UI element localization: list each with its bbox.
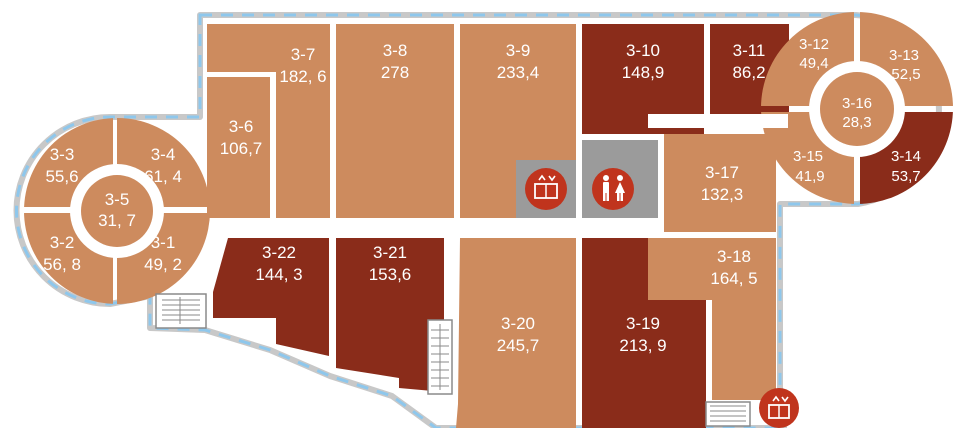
room-label-id: 3-5: [105, 190, 130, 209]
room-label-area: 245,7: [497, 336, 540, 355]
room-label-area: 52,5: [891, 66, 920, 83]
room-label-id: 3-3: [50, 145, 75, 164]
room-label-id: 3-17: [705, 163, 739, 182]
room-label-area: 61, 4: [144, 167, 182, 186]
room-3-18[interactable]: [648, 238, 776, 400]
stairs-icon: [705, 401, 751, 427]
restroom-icon: [592, 168, 634, 210]
room-label-area: 53,7: [891, 168, 920, 185]
room-label-area: 153,6: [369, 265, 412, 284]
elevator-icon: [525, 168, 567, 210]
room-label-id: 3-9: [506, 41, 531, 60]
room-label-id: 3-22: [262, 243, 296, 262]
room-label-area: 278: [381, 63, 409, 82]
room-label-id: 3-2: [50, 233, 75, 252]
room-3-17[interactable]: [664, 134, 776, 232]
room-3-7[interactable]: [207, 24, 330, 218]
room-labels: 3-1 49, 2 3-2 56, 8 3-3 55,6 3-4 61, 4 3…: [43, 36, 921, 355]
room-3-20[interactable]: [456, 238, 576, 428]
room-label-area: 148,9: [622, 63, 665, 82]
room-label-id: 3-8: [383, 41, 408, 60]
room-3-22[interactable]: [213, 238, 329, 356]
room-3-16[interactable]: [820, 72, 894, 146]
room-label-id: 3-20: [501, 314, 535, 333]
room-label-area: 144, 3: [255, 265, 302, 284]
room-label-area: 213, 9: [619, 336, 666, 355]
elevator-icon: [759, 388, 799, 428]
room-label-id: 3-7: [291, 45, 316, 64]
room-label-id: 3-1: [151, 233, 176, 252]
room-label-id: 3-18: [717, 247, 751, 266]
room-label-area: 164, 5: [710, 269, 757, 288]
room-label-area: 233,4: [497, 63, 540, 82]
room-label-area: 41,9: [795, 168, 824, 185]
room-label-area: 86,2: [732, 63, 765, 82]
room-label-area: 132,3: [701, 185, 744, 204]
stairs-left: [155, 293, 207, 329]
room-label-area: 56, 8: [43, 255, 81, 274]
room-label-id: 3-15: [793, 148, 823, 165]
room-label-area: 55,6: [45, 167, 78, 186]
room-label-id: 3-16: [842, 95, 872, 112]
room-label-id: 3-14: [891, 148, 921, 165]
corridor-bridge: [648, 114, 788, 128]
room-label-area: 106,7: [220, 139, 263, 158]
room-3-21[interactable]: [336, 238, 444, 392]
room-label-id: 3-19: [626, 314, 660, 333]
room-label-id: 3-11: [733, 41, 766, 60]
room-label-id: 3-4: [151, 145, 176, 164]
stairs-center: [427, 319, 453, 395]
room-label-id: 3-21: [373, 243, 407, 262]
room-3-5[interactable]: [81, 175, 153, 247]
room-label-area: 31, 7: [98, 211, 136, 230]
room-label-area: 49, 2: [144, 255, 182, 274]
room-label-id: 3-13: [889, 47, 919, 64]
room-label-area: 28,3: [842, 114, 871, 131]
room-label-area: 182, 6: [279, 67, 326, 86]
room-3-6[interactable]: [207, 77, 270, 218]
room-label-id: 3-10: [626, 41, 660, 60]
room-label-id: 3-6: [229, 117, 254, 136]
room-label-id: 3-12: [799, 36, 829, 53]
room-3-8[interactable]: [336, 24, 454, 218]
room-label-area: 49,4: [799, 55, 828, 72]
